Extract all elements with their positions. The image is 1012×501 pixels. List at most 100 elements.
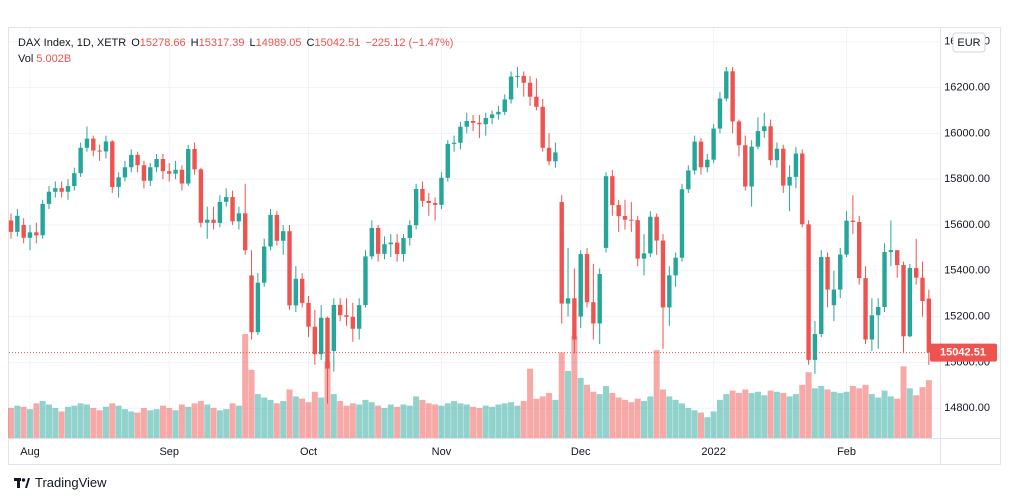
volume-bar	[634, 398, 641, 438]
volume-bar	[318, 397, 325, 438]
y-tick-label: 15800.00	[944, 173, 990, 185]
volume-bar	[925, 380, 932, 438]
volume-bar	[919, 387, 926, 438]
candle-body	[781, 148, 786, 186]
candle-body	[819, 257, 824, 335]
candle-body	[743, 145, 748, 187]
candle-body	[667, 275, 672, 308]
volume-bar	[622, 399, 629, 438]
candle-body	[135, 154, 140, 166]
ohlc-row: DAX Index, 1D, XETR O15278.66 H15317.39 L14…	[18, 35, 453, 51]
candle-body	[508, 76, 514, 100]
candle-body	[635, 220, 640, 259]
volume-bar	[33, 403, 40, 438]
volume-bar	[887, 396, 894, 438]
volume-bar	[451, 401, 458, 438]
volume-bar	[210, 407, 217, 438]
candle-body	[369, 227, 375, 257]
volume-bar	[495, 404, 502, 438]
candle-body	[356, 305, 362, 329]
volume-bar	[906, 388, 913, 438]
volume-bar	[849, 386, 856, 438]
candle-body	[318, 317, 324, 355]
change: −225.12 (−1.47%)	[365, 37, 454, 49]
y-tick-label: 16000.00	[944, 127, 990, 139]
volume-bar	[811, 388, 818, 438]
candle-body	[148, 167, 153, 181]
candle-body	[40, 203, 45, 236]
volume-bar	[596, 394, 603, 438]
volume-bar	[742, 389, 749, 438]
candle-body	[287, 231, 292, 306]
candle-body	[268, 214, 273, 247]
volume-bar	[457, 403, 464, 438]
volume-bar	[153, 409, 160, 438]
candle-body	[736, 121, 742, 146]
volume-bar	[767, 390, 774, 438]
volume-bar	[172, 410, 179, 438]
candle-body	[205, 219, 210, 223]
candle-body	[641, 253, 647, 259]
volume-bar	[191, 403, 198, 438]
candle-body	[692, 141, 697, 171]
candle-body	[331, 304, 337, 351]
candle-body	[774, 148, 780, 161]
volume-bar	[697, 412, 704, 438]
candle-body	[546, 147, 552, 162]
volume-bar	[166, 407, 173, 438]
footer: TradingView	[14, 475, 107, 490]
candle-body	[730, 71, 735, 122]
volume-bar	[286, 389, 293, 438]
candle-body	[857, 222, 862, 279]
candle-body	[103, 141, 109, 152]
candle-body	[793, 153, 799, 177]
volume-bar	[394, 406, 401, 438]
volume-bar	[856, 388, 863, 438]
candle-body	[160, 159, 166, 172]
volume-bar	[476, 407, 483, 438]
currency: EUR	[957, 37, 980, 49]
volume-bar	[881, 390, 888, 438]
volume-bar	[489, 406, 496, 438]
candle-body	[46, 191, 52, 204]
candle-body	[141, 165, 147, 181]
volume-bar	[571, 336, 578, 438]
volume-bar	[565, 370, 572, 438]
candle-body	[8, 220, 14, 232]
volume-bar	[710, 411, 717, 438]
volume-bar	[539, 396, 546, 438]
candle-body	[559, 202, 564, 304]
volume-bar	[83, 404, 90, 438]
ohlc-fields: O15278.66 H15317.39 L14989.05 C15042.51	[126, 37, 360, 49]
candle-body	[72, 173, 77, 187]
volume-bar	[419, 399, 426, 438]
volume-bar	[20, 406, 27, 438]
volume-bar	[628, 402, 635, 438]
x-tick-label: Nov	[432, 446, 452, 458]
volume-bar	[77, 403, 84, 438]
brand-logo[interactable]	[14, 477, 30, 489]
candle-body	[388, 242, 393, 245]
volume-bar	[704, 417, 711, 438]
volume-bar	[691, 410, 698, 438]
candle-body	[439, 177, 444, 205]
candle-body	[312, 326, 318, 355]
volume-bar	[356, 404, 363, 438]
candle-body	[217, 201, 223, 223]
volume-bar	[463, 404, 470, 438]
volume-bar	[647, 396, 654, 438]
x-tick-label: Oct	[300, 446, 317, 458]
brand[interactable]: TradingView	[35, 475, 107, 490]
volume-bar	[178, 404, 185, 438]
volume-bar	[432, 404, 439, 438]
candle-body	[515, 75, 520, 77]
volume-bar	[90, 407, 97, 438]
candle-body	[34, 232, 39, 236]
volume-bar	[381, 407, 388, 438]
currency-box[interactable]	[952, 32, 986, 53]
candle-body	[243, 213, 248, 251]
candle-body	[337, 304, 343, 316]
candle-body	[876, 306, 881, 316]
